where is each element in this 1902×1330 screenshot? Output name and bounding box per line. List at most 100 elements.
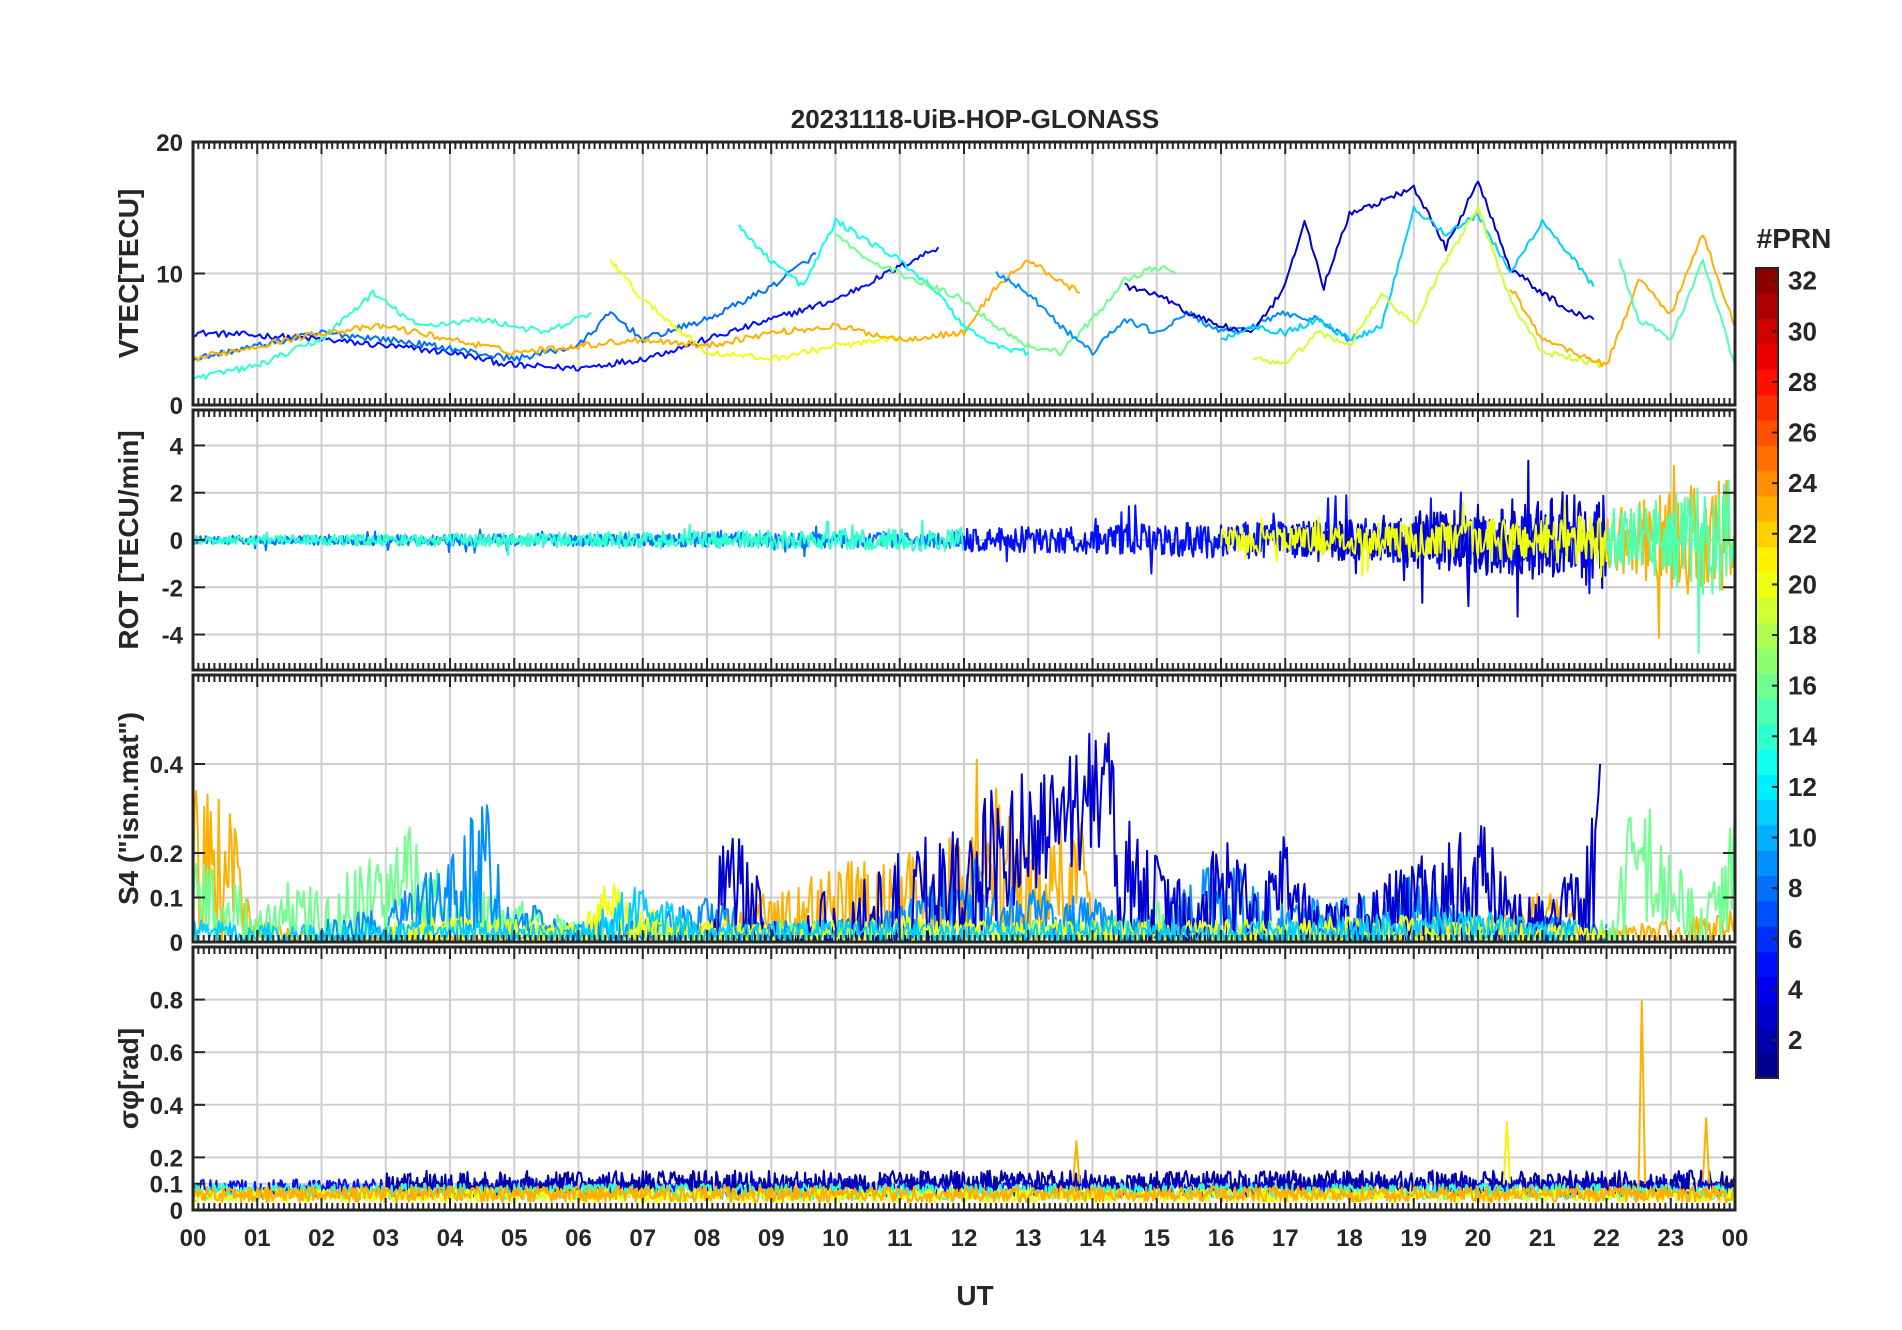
- series-prn-15-line: [1618, 258, 1735, 366]
- colorbar-tick-label: 14: [1788, 721, 1817, 751]
- series-prn-3-line: [1284, 459, 1608, 618]
- colorbar-tick-label: 12: [1788, 772, 1817, 802]
- y-axis-label: VTEC[TECU]: [113, 189, 144, 359]
- series-prn-13-line: [738, 217, 1030, 357]
- x-tick-labels: 00 01 02 03 04 05 06 07 08 09 10 11 12 13 14 15 16 17 18 19…: [180, 1225, 1749, 1252]
- y-tick-label: 20: [156, 130, 183, 157]
- series-prn-9-line: [995, 271, 1351, 356]
- panel-1: 0 10 20 VTEC[TECU]: [113, 130, 1737, 420]
- colorbar-tick-label: 22: [1788, 519, 1817, 549]
- y-tick-label: 0.2: [150, 1145, 183, 1172]
- x-tick-label: 10: [822, 1225, 849, 1252]
- series-prn-15-line: [1605, 479, 1735, 655]
- x-tick-label: 19: [1400, 1225, 1427, 1252]
- series-prn-16-line: [835, 233, 1177, 357]
- colorbar-tick-label: 2: [1788, 1025, 1802, 1055]
- y-tick-label: 2: [170, 481, 183, 508]
- y-tick-label: 0.1: [150, 886, 183, 913]
- x-tick-label: 12: [951, 1225, 978, 1252]
- colorbar-segment: [1756, 1052, 1778, 1079]
- colorbar-segment: [1756, 799, 1778, 826]
- series-prn-23-line: [193, 1185, 1735, 1204]
- colorbar-segment: [1756, 976, 1778, 1003]
- x-tick-label: 08: [694, 1225, 721, 1252]
- colorbar-segment: [1756, 343, 1778, 370]
- colorbar-segment: [1756, 394, 1778, 421]
- panel-4: 00.10.2 0.4 0.6 0.8σφ[rad]: [113, 945, 1737, 1225]
- series-prn-23-line: [1637, 999, 1647, 1187]
- colorbar-segment: [1756, 850, 1778, 877]
- colorbar-segment: [1756, 698, 1778, 725]
- x-tick-label: 22: [1593, 1225, 1620, 1252]
- x-tick-label: 18: [1336, 1225, 1363, 1252]
- y-tick-label: -4: [162, 623, 184, 650]
- x-tick-label: 20: [1465, 1225, 1492, 1252]
- tick-marks: [192, 141, 1736, 406]
- colorbar-segment: [1756, 268, 1778, 294]
- x-tick-label: 14: [1079, 1225, 1106, 1252]
- tick-marks: [192, 410, 1736, 670]
- x-tick-label: 03: [372, 1225, 399, 1252]
- colorbar-segment: [1756, 1027, 1778, 1054]
- colorbar-segment: [1756, 445, 1778, 472]
- x-tick-label: 01: [244, 1225, 271, 1252]
- series-prn-23-line: [193, 259, 1081, 362]
- colorbar-segment: [1756, 369, 1778, 396]
- series-prn-23-line: [1509, 234, 1735, 368]
- colorbar-frame: [1755, 267, 1779, 1079]
- colorbar-tick-label: 32: [1788, 266, 1817, 296]
- series-group: [193, 999, 1735, 1204]
- x-tick-label: 13: [1015, 1225, 1042, 1252]
- x-tick-label: 00: [180, 1225, 207, 1252]
- colorbar-label: #PRN: [1757, 223, 1832, 254]
- y-tick-label: 0: [170, 930, 183, 957]
- colorbar-segment: [1756, 723, 1778, 750]
- panel-2: -4 -2 0 2 4 ROT [TECU/min]: [113, 408, 1737, 672]
- colorbar-segment: [1756, 1002, 1778, 1028]
- colorbar-tick-label: 24: [1788, 468, 1817, 498]
- y-tick-label: 0: [170, 1198, 183, 1225]
- series-prn-21-line: [1502, 1121, 1512, 1185]
- y-tick-label: 0.2: [150, 841, 183, 868]
- colorbar-tick-label: 4: [1788, 974, 1803, 1004]
- series-prn-14-line: [193, 289, 592, 381]
- x-tick-label: 04: [437, 1225, 464, 1252]
- y-tick-label: 0.4: [150, 752, 184, 779]
- colorbar-tick-label: 18: [1788, 620, 1817, 650]
- colorbar-segment: [1756, 774, 1778, 801]
- series-group: [193, 180, 1735, 381]
- colorbar-segment: [1756, 647, 1778, 674]
- colorbar-segment: [1756, 900, 1778, 927]
- series-prn-19-line: [1252, 205, 1608, 369]
- panel-3: 0 0.1 0.2 0.4S4 ("ism.mat"): [113, 673, 1737, 957]
- x-tick-label: 15: [1143, 1225, 1170, 1252]
- colorbar-tick-label: 30: [1788, 316, 1817, 346]
- x-tick-label: 21: [1529, 1225, 1556, 1252]
- series-prn-20-line: [1220, 500, 1608, 578]
- chart-title: 20231118-UiB-HOP-GLONASS: [791, 104, 1159, 134]
- series-prn-14-line: [193, 519, 965, 557]
- series-prn-23-line: [1072, 1140, 1081, 1184]
- colorbar-tick-label: 8: [1788, 873, 1802, 903]
- y-tick-label: -2: [162, 575, 183, 602]
- y-tick-label: 10: [156, 262, 183, 289]
- x-tick-label: 05: [501, 1225, 528, 1252]
- colorbar-tick-label: 10: [1788, 823, 1817, 853]
- x-tick-label: 11: [887, 1225, 912, 1252]
- colorbar-segment: [1756, 597, 1778, 623]
- y-tick-label: 0: [170, 528, 183, 555]
- colorbar-segment: [1756, 470, 1778, 497]
- colorbar-segment: [1756, 622, 1778, 649]
- y-axis-label: σφ[rad]: [113, 1028, 144, 1129]
- colorbar-segment: [1756, 673, 1778, 699]
- colorbar-segment: [1756, 419, 1778, 446]
- series-prn-11-line: [1220, 205, 1595, 342]
- series-prn-5-line: [193, 246, 940, 372]
- colorbar-tick-label: 20: [1788, 569, 1817, 599]
- x-tick-label: 23: [1657, 1225, 1684, 1252]
- colorbar-segment: [1756, 318, 1778, 345]
- x-tick-label: 16: [1208, 1225, 1235, 1252]
